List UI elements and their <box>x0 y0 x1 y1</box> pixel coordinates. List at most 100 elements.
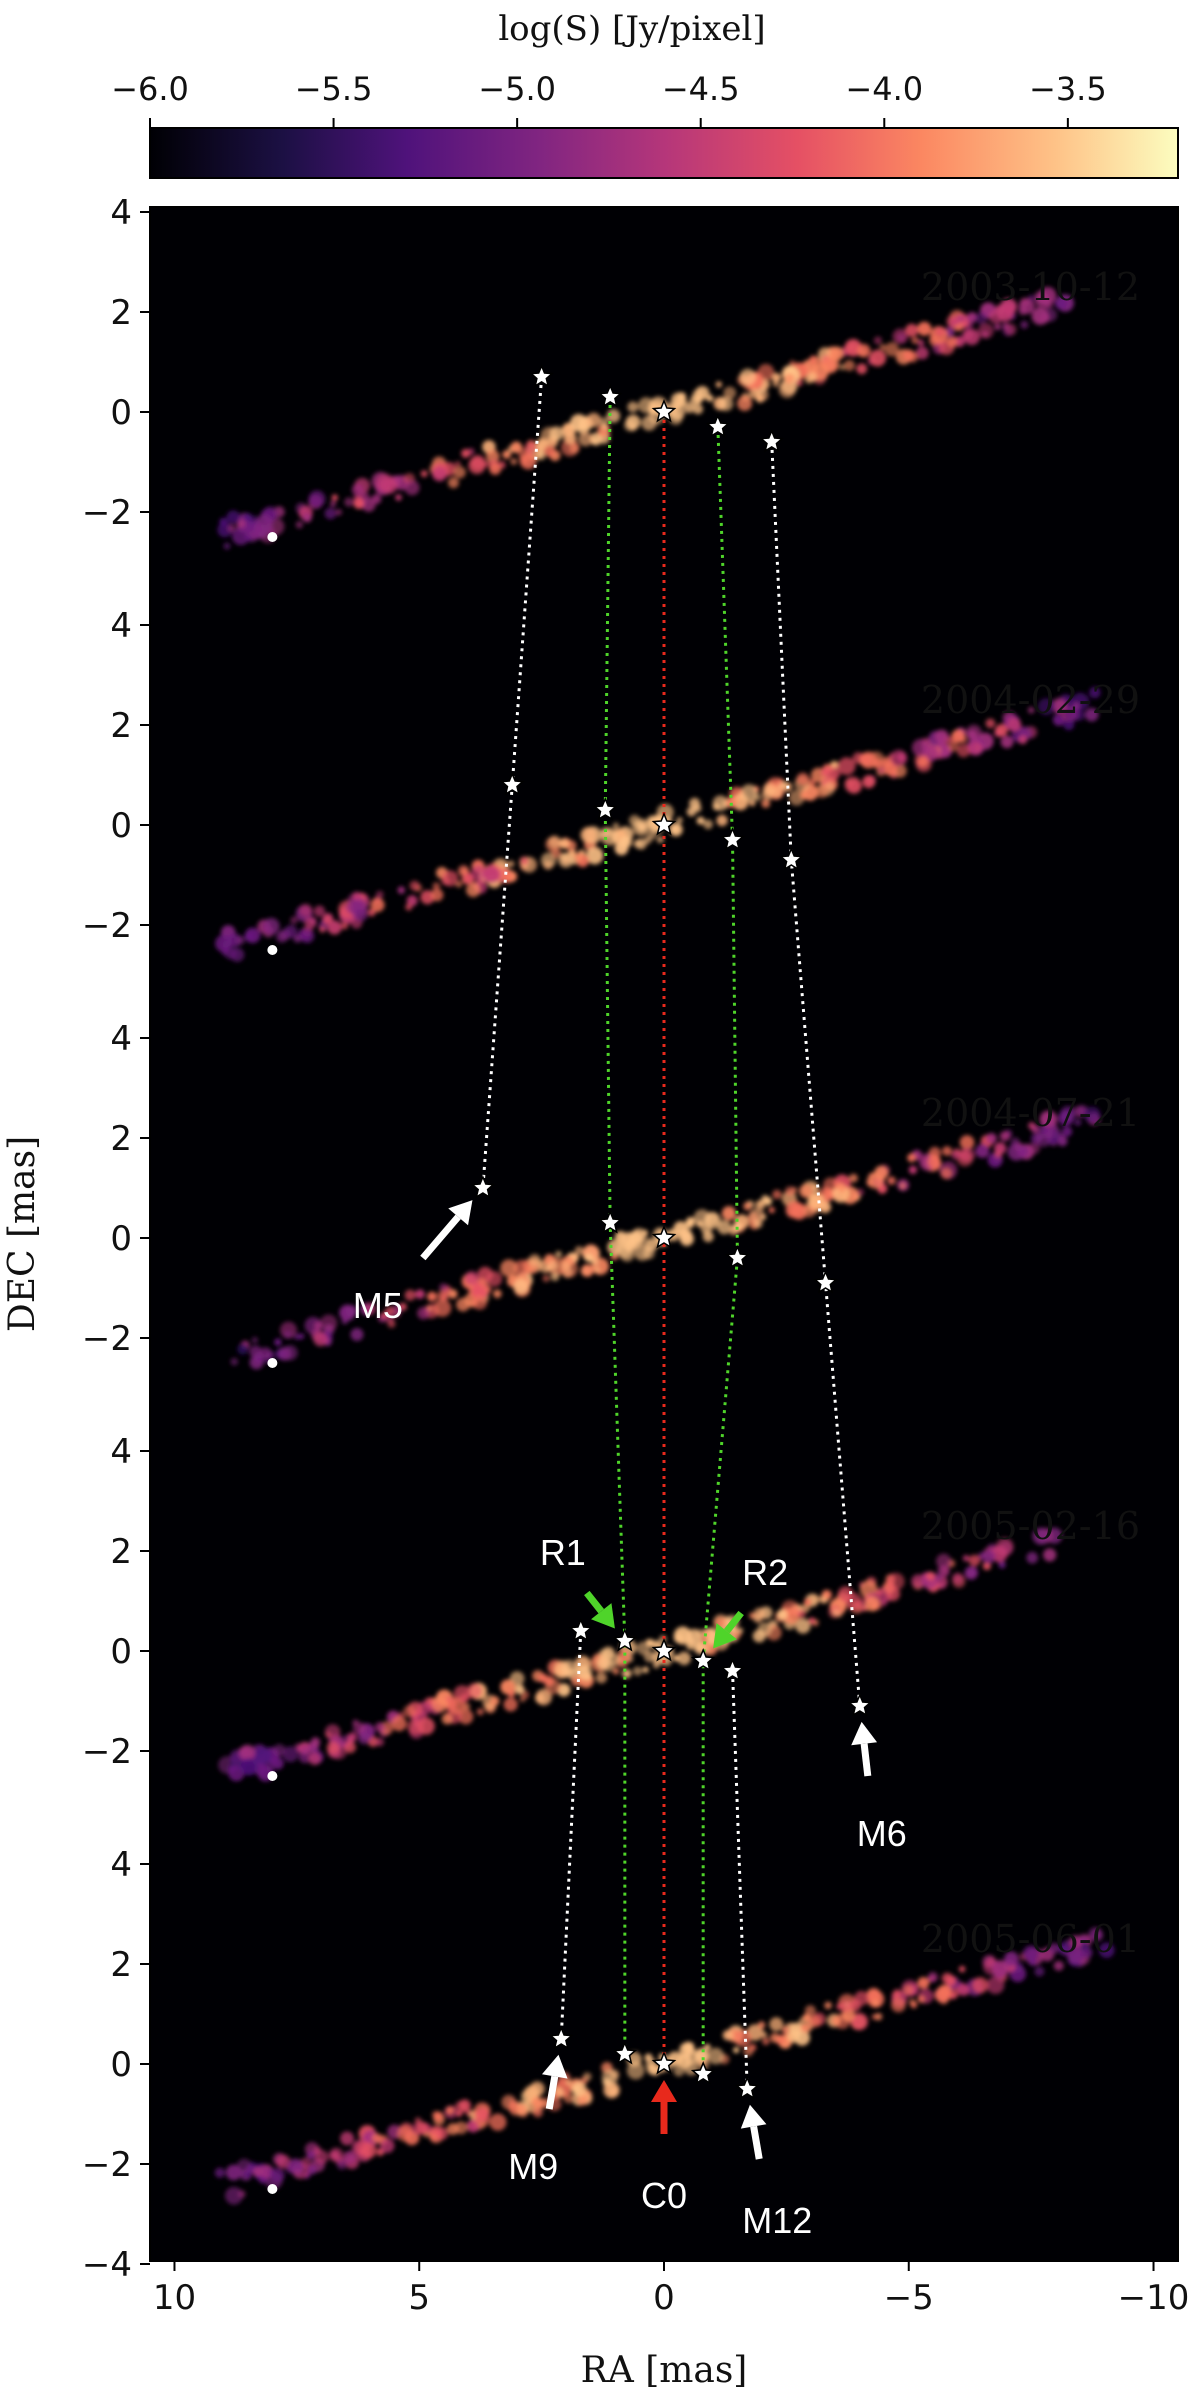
emission-blob <box>937 1565 950 1578</box>
emission-blob <box>832 1188 841 1197</box>
emission-blob <box>801 2023 812 2034</box>
emission-blob <box>677 392 687 401</box>
emission-blob <box>1018 298 1035 315</box>
emission-blob <box>796 379 803 387</box>
emission-blob <box>282 1746 299 1763</box>
emission-blob <box>486 449 500 464</box>
emission-blob <box>808 1617 816 1625</box>
emission-blob <box>723 386 737 400</box>
emission-blob <box>607 1239 623 1255</box>
emission-blob <box>668 411 683 425</box>
emission-blob <box>748 2043 757 2052</box>
emission-blob <box>927 1155 941 1169</box>
emission-blob <box>563 2093 574 2104</box>
emission-blob <box>231 527 250 546</box>
emission-blob <box>967 740 983 756</box>
emission-blob <box>548 835 561 848</box>
emission-blob <box>784 1186 795 1197</box>
colorbar-tick-label: −4.5 <box>662 70 740 108</box>
emission-blob <box>502 450 512 459</box>
emission-blob <box>542 1274 550 1283</box>
y-tick-label: 2 <box>110 1119 132 1159</box>
emission-blob <box>276 2154 291 2169</box>
feature-star-c0 <box>651 399 677 423</box>
emission-blob <box>769 2017 784 2032</box>
feature-star-r1 <box>592 797 618 821</box>
x-axis-label: RA [mas] <box>581 2350 748 2390</box>
beam-marker <box>267 1358 278 1368</box>
emission-blob <box>1020 320 1029 329</box>
y-tick-label: −4 <box>82 2245 132 2285</box>
emission-blob <box>998 1561 1006 1569</box>
emission-blob <box>515 2103 527 2115</box>
emission-blob <box>917 1995 926 2004</box>
emission-blob <box>503 1697 518 1712</box>
emission-blob <box>879 343 886 351</box>
feature-star-c0 <box>651 812 677 836</box>
annotation-arrow-head <box>541 2054 568 2079</box>
emission-blob <box>643 1650 656 1663</box>
emission-blob <box>1023 1945 1039 1962</box>
emission-blob <box>555 1250 562 1258</box>
y-tick-label: 2 <box>110 706 132 746</box>
feature-star-m5 <box>499 772 525 796</box>
feature-star-m6 <box>813 1270 838 1294</box>
emission-blob <box>716 814 728 827</box>
emission-blob <box>673 1632 685 1644</box>
emission-blob <box>313 1332 328 1347</box>
emission-blob <box>946 336 958 348</box>
emission-blob <box>461 448 471 458</box>
emission-blob <box>965 1566 978 1579</box>
emission-blob <box>934 729 949 744</box>
annotation-label-m6: M6 <box>857 1813 907 1854</box>
y-tick-label: 2 <box>110 1532 132 1572</box>
annotation-label-r2: R2 <box>742 1552 788 1593</box>
emission-blob <box>670 824 680 834</box>
emission-blob <box>415 1289 425 1299</box>
feature-star-r2 <box>690 1648 716 1672</box>
emission-blob <box>1079 1936 1087 1944</box>
emission-blob <box>274 1338 282 1346</box>
emission-blob <box>595 1672 607 1684</box>
emission-blob <box>808 2015 821 2028</box>
emission-blob <box>458 1709 474 1725</box>
emission-blob <box>831 2016 841 2026</box>
emission-blob <box>871 1999 880 2007</box>
emission-blob <box>1026 1551 1039 1564</box>
emission-blob <box>856 343 871 358</box>
emission-blob <box>796 772 810 786</box>
emission-blob <box>958 1965 966 1973</box>
emission-blob <box>634 1244 651 1261</box>
emission-blob <box>982 1561 992 1571</box>
emission-blob <box>799 791 809 800</box>
emission-blob <box>235 935 245 945</box>
emission-blob <box>872 758 884 769</box>
beam-marker <box>267 945 278 955</box>
emission-blob <box>638 397 655 414</box>
emission-blob <box>269 2167 285 2183</box>
emission-blob <box>928 1146 941 1160</box>
emission-blob <box>350 1327 364 1342</box>
y-tick-label: −2 <box>82 1319 132 1359</box>
emission-blob <box>251 1336 259 1344</box>
epoch-date-label: 2005-02-16 <box>921 1504 1140 1548</box>
emission-blob <box>1074 1118 1082 1126</box>
emission-blob <box>404 480 420 496</box>
emission-blob <box>737 1627 744 1634</box>
emission-blob <box>300 1744 311 1755</box>
emission-blob <box>326 1741 340 1755</box>
emission-blob <box>1007 1143 1026 1161</box>
emission-blob <box>715 381 722 388</box>
emission-blob <box>844 776 862 794</box>
feature-star-c0 <box>651 1225 677 1249</box>
emission-blob <box>975 1144 990 1159</box>
emission-blob <box>839 364 846 371</box>
annotation-arrow-shaft <box>724 1610 744 1634</box>
emission-blob <box>757 2021 766 2029</box>
emission-blob <box>903 1984 914 1996</box>
emission-blob <box>737 395 753 411</box>
emission-blob <box>403 1705 416 1718</box>
emission-blob <box>276 931 288 943</box>
emission-blob <box>798 1184 813 1199</box>
emission-blob <box>339 1304 356 1321</box>
